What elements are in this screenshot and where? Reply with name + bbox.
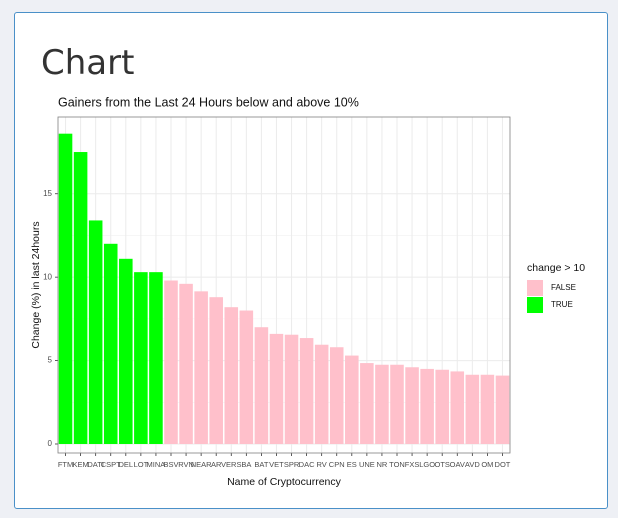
legend-label: FALSE (551, 283, 576, 292)
legend-label: TRUE (551, 300, 573, 309)
x-tick-label: OTS (434, 460, 449, 469)
x-tick-label: RV (317, 460, 327, 469)
bar (254, 327, 269, 444)
bar (119, 258, 133, 444)
x-tick-label: DOT (495, 460, 511, 469)
x-tick-label: BA (241, 460, 251, 469)
bar (269, 333, 284, 444)
bar (345, 355, 359, 444)
bar (299, 338, 314, 444)
bar (179, 283, 193, 444)
x-tick-label: VET (269, 460, 284, 469)
x-tick-label: OAV (450, 460, 465, 469)
bar (73, 152, 88, 444)
x-tick-label: KEM (72, 460, 88, 469)
bar (435, 369, 449, 444)
bar (209, 297, 223, 444)
bar (58, 133, 73, 444)
plot-border (57, 116, 511, 454)
bar (480, 374, 495, 444)
x-tick-label: LGO (419, 460, 435, 469)
x-tick-label: OM (481, 460, 493, 469)
x-tick-label: CSPT (101, 460, 121, 469)
x-tick-label: RVN (178, 460, 194, 469)
bar (314, 344, 329, 444)
bar (224, 307, 239, 444)
plot-panel (58, 117, 510, 453)
bar (420, 368, 434, 444)
bar (495, 375, 510, 444)
x-tick-label: TON (389, 460, 405, 469)
x-tick-label: AR (211, 460, 222, 469)
bar (390, 364, 404, 444)
bar (465, 374, 480, 444)
x-axis-label: Name of Cryptocurrency (227, 476, 342, 488)
x-tick-label: DATI (87, 460, 104, 469)
bar (450, 371, 465, 444)
bar (88, 220, 103, 444)
bar (149, 272, 163, 444)
x-tick-label: BSV (163, 460, 178, 469)
x-tick-label: CPN (329, 460, 345, 469)
chart-title: Gainers from the Last 24 Hours below and… (58, 95, 359, 109)
bar (164, 280, 178, 444)
bar (284, 334, 299, 444)
bar (103, 243, 118, 444)
y-tick-label: 10 (43, 272, 52, 281)
bar (360, 363, 374, 444)
legend-key (527, 280, 543, 296)
bar (134, 272, 148, 444)
legend-title: change > 10 (527, 262, 585, 274)
bar (329, 347, 344, 444)
x-tick-label: DEL (119, 460, 134, 469)
x-tick-label: MINA (147, 460, 166, 469)
heading: Chart (41, 43, 135, 83)
x-tick-label: BAT (254, 460, 268, 469)
bar (375, 364, 389, 444)
x-tick-label: NEAR (191, 460, 212, 469)
x-tick-label: FXS (405, 460, 420, 469)
x-tick-label: SPR (284, 460, 300, 469)
bar (405, 367, 419, 444)
x-tick-label: FTM (58, 460, 73, 469)
x-tick-label: ES (347, 460, 357, 469)
x-tick-label: VERS (221, 460, 241, 469)
x-tick-label: UNE (359, 460, 375, 469)
y-tick-label: 15 (43, 189, 52, 198)
y-tick-label: 0 (48, 439, 53, 448)
x-tick-label: LOT (134, 460, 149, 469)
y-tick-label: 5 (48, 356, 53, 365)
bar (194, 291, 208, 444)
legend-key (527, 297, 543, 313)
x-tick-label: NR (377, 460, 388, 469)
x-tick-label: DAC (299, 460, 315, 469)
bar (239, 310, 254, 444)
x-tick-label: AVD (465, 460, 480, 469)
y-axis-label: Change (%) in last 24hours (30, 221, 42, 348)
